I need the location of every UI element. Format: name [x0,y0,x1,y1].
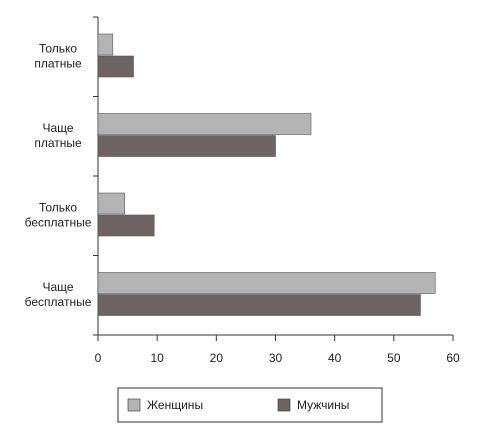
x-tick-label: 60 [446,351,460,365]
legend-swatch [127,398,141,412]
legend-box [117,387,383,423]
legend-label: Женщины [147,398,203,412]
y-tick-label: Чаще платные [34,121,82,150]
bar [97,33,114,56]
x-tick-label: 30 [269,351,283,365]
bar [97,113,312,135]
y-tick-label: Только платные [34,41,82,70]
y-tick-label: Чаще бесплатные [25,280,92,309]
x-tick-label: 50 [387,351,401,365]
legend-label: Мужчины [297,398,349,412]
x-tick-label: 20 [210,351,224,365]
x-tick-label: 40 [328,351,342,365]
y-tick-label: Только бесплатные [25,200,92,229]
bar [97,55,134,78]
bar [97,192,125,215]
x-tick-label: 10 [150,351,164,365]
legend-swatch [277,398,291,412]
bar [97,272,436,294]
bar [97,294,421,316]
bar [97,135,276,157]
bar [97,214,155,237]
x-tick-label: 0 [95,351,102,365]
